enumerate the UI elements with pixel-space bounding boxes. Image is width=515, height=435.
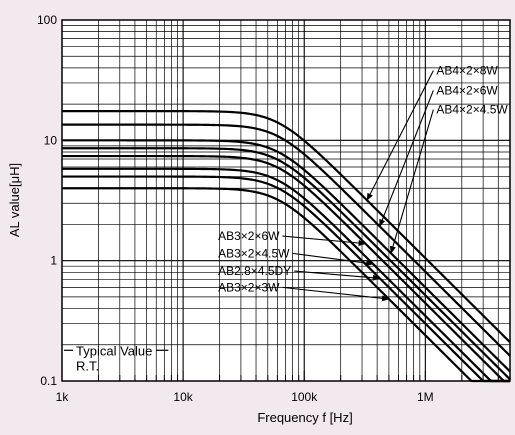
annotation-label: AB3×2×4.5W [218, 246, 290, 260]
series-group [62, 109, 511, 383]
series-line [62, 187, 510, 383]
note-label: Typical Value [76, 343, 152, 358]
series-line [62, 175, 510, 383]
plot-frame [61, 19, 511, 382]
annotation-leader [366, 70, 434, 201]
annotation-leader [282, 286, 390, 302]
series-line [62, 123, 511, 357]
series-line [62, 154, 510, 383]
annotation-leader [379, 90, 434, 228]
x-tick-label: 1M [417, 390, 434, 404]
plot-background [62, 20, 510, 381]
y-axis-label: AL value[μH] [7, 163, 22, 237]
annotation-leader [389, 109, 434, 254]
x-axis-label: Frequency f [Hz] [257, 410, 352, 425]
series-line [62, 147, 511, 381]
series-line [62, 139, 511, 373]
y-tick-label: 0.1 [40, 374, 57, 388]
annotation-leader [292, 252, 374, 267]
tick-labels: 1k 10k 100k 1M 0.1 1 10 100 [37, 13, 434, 404]
x-tick-label: 1k [56, 390, 70, 404]
annotation-label: AB4×2×8W [436, 64, 498, 78]
annotation-label: AB3×2×3W [218, 280, 280, 294]
series-line [62, 109, 511, 344]
annotation-label: AB3×2×6W [218, 229, 280, 243]
grid [62, 20, 510, 381]
y-tick-label: 10 [44, 133, 58, 147]
annotation-label: AB4×2×6W [436, 83, 498, 97]
note-label: R.T. [76, 358, 99, 373]
series-line [62, 167, 510, 383]
y-tick-label: 1 [50, 254, 57, 268]
x-tick-label: 10k [173, 390, 193, 404]
annotation-leader [282, 235, 367, 247]
annotation-label: AB4×2×4.5W [436, 103, 508, 117]
x-tick-label: 100k [291, 390, 318, 404]
annotations: AB4×2×8W AB4×2×6W AB4×2×4.5W AB3×2×6W AB3×2×… [64, 64, 508, 373]
annotation-leader [294, 270, 381, 281]
y-tick-label: 100 [37, 13, 57, 27]
annotation-label: AB2.8×4.5DY [218, 264, 291, 278]
